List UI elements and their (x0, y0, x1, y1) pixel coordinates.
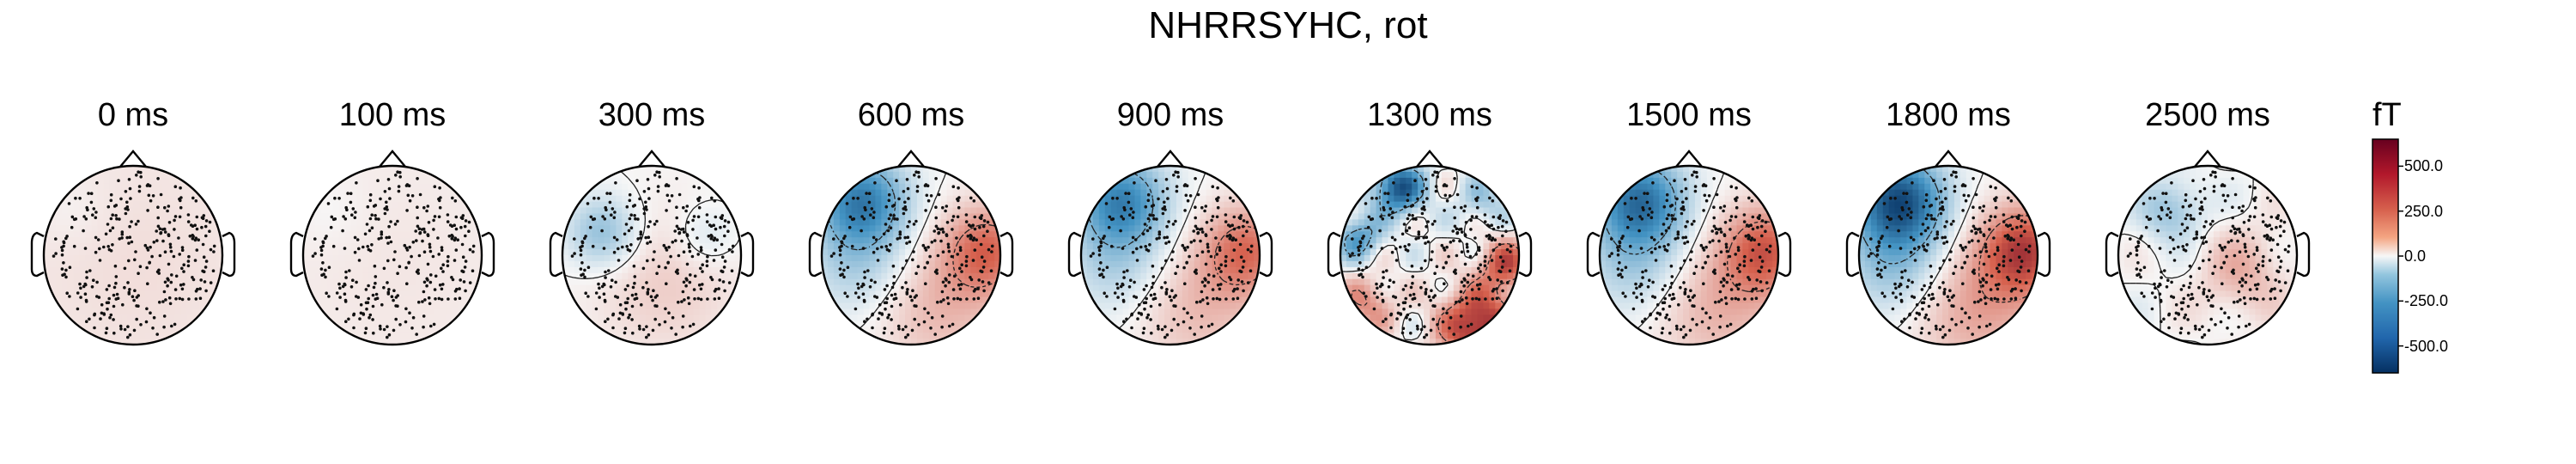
head-outline (1857, 164, 2039, 346)
sensor-dots (1348, 170, 1513, 339)
panel-title: 2500 ms (2145, 97, 2270, 133)
nose-marker (897, 150, 925, 168)
head-outline (2117, 164, 2299, 346)
colorbar-tick-label: -250.0 (2404, 292, 2449, 310)
nose-marker (119, 150, 147, 168)
head-outline (820, 164, 1002, 346)
nose-marker (1157, 150, 1184, 168)
ear-marker (289, 231, 304, 278)
field-map (2118, 166, 2297, 345)
head-outline (1079, 164, 1261, 346)
head-outline (1339, 164, 1521, 346)
head-topomap (1327, 150, 1533, 346)
ear-marker (999, 231, 1014, 278)
nose-marker (2194, 150, 2221, 168)
head-maps (30, 150, 2311, 346)
sensor-dots (829, 170, 994, 339)
ear-marker (1327, 231, 1341, 278)
head-topomap (1067, 150, 1273, 346)
head-outline (42, 164, 224, 346)
nose-marker (379, 150, 406, 168)
nose-marker (1935, 150, 1962, 168)
ear-marker (30, 231, 45, 278)
sensor-dots (311, 170, 476, 339)
head-topomap (30, 150, 236, 346)
head-topomap (289, 150, 495, 346)
sensor-dots (1607, 170, 1772, 339)
ear-marker (481, 231, 495, 278)
sensor-dots (52, 170, 216, 339)
ear-marker (1586, 231, 1601, 278)
colorbar (2372, 138, 2403, 374)
panel-title: 1300 ms (1367, 97, 1492, 133)
ear-marker (1777, 231, 1792, 278)
head-topomap (2105, 150, 2311, 346)
sensor-dots (1867, 170, 2032, 339)
panel-title: 600 ms (857, 97, 965, 133)
ear-marker (1259, 231, 1273, 278)
head-topomap (1586, 150, 1792, 346)
ear-marker (1845, 231, 1860, 278)
colorbar-unit: fT (2372, 97, 2402, 133)
ear-marker (1067, 231, 1082, 278)
ear-marker (2105, 231, 2119, 278)
colorbar-tick-label: 500.0 (2404, 157, 2444, 175)
head-outline (301, 164, 483, 346)
head-topomap (1845, 150, 2051, 346)
panel-title: 1500 ms (1626, 97, 1752, 133)
figure-title: NHRRSYHC, rot (1148, 4, 1428, 46)
head-outline (561, 164, 743, 346)
colorbar-tick-label: -500.0 (2404, 337, 2449, 355)
panel-title: 100 ms (338, 97, 447, 133)
ear-marker (549, 231, 563, 278)
panel-title: 1800 ms (1886, 97, 2011, 133)
nose-marker (638, 150, 665, 168)
sensor-dots (2126, 170, 2291, 339)
ear-marker (808, 231, 823, 278)
ear-marker (2037, 231, 2051, 278)
ear-marker (1518, 231, 1533, 278)
nose-marker (1675, 150, 1703, 168)
panel-title: 900 ms (1116, 97, 1224, 133)
ear-marker (222, 231, 236, 278)
ear-marker (740, 231, 755, 278)
panel-title: 0 ms (97, 97, 169, 133)
colorbar-tick-label: 0.0 (2404, 247, 2427, 265)
sensor-dots (1089, 170, 1254, 339)
head-topomap (549, 150, 755, 346)
colorbar-gradient (2372, 138, 2399, 374)
ear-marker (2296, 231, 2311, 278)
sensor-dots (570, 170, 735, 339)
head-topomap (808, 150, 1014, 346)
panel-title: 300 ms (598, 97, 706, 133)
colorbar-tick-label: 250.0 (2404, 202, 2444, 220)
head-outline (1598, 164, 1780, 346)
nose-marker (1416, 150, 1443, 168)
